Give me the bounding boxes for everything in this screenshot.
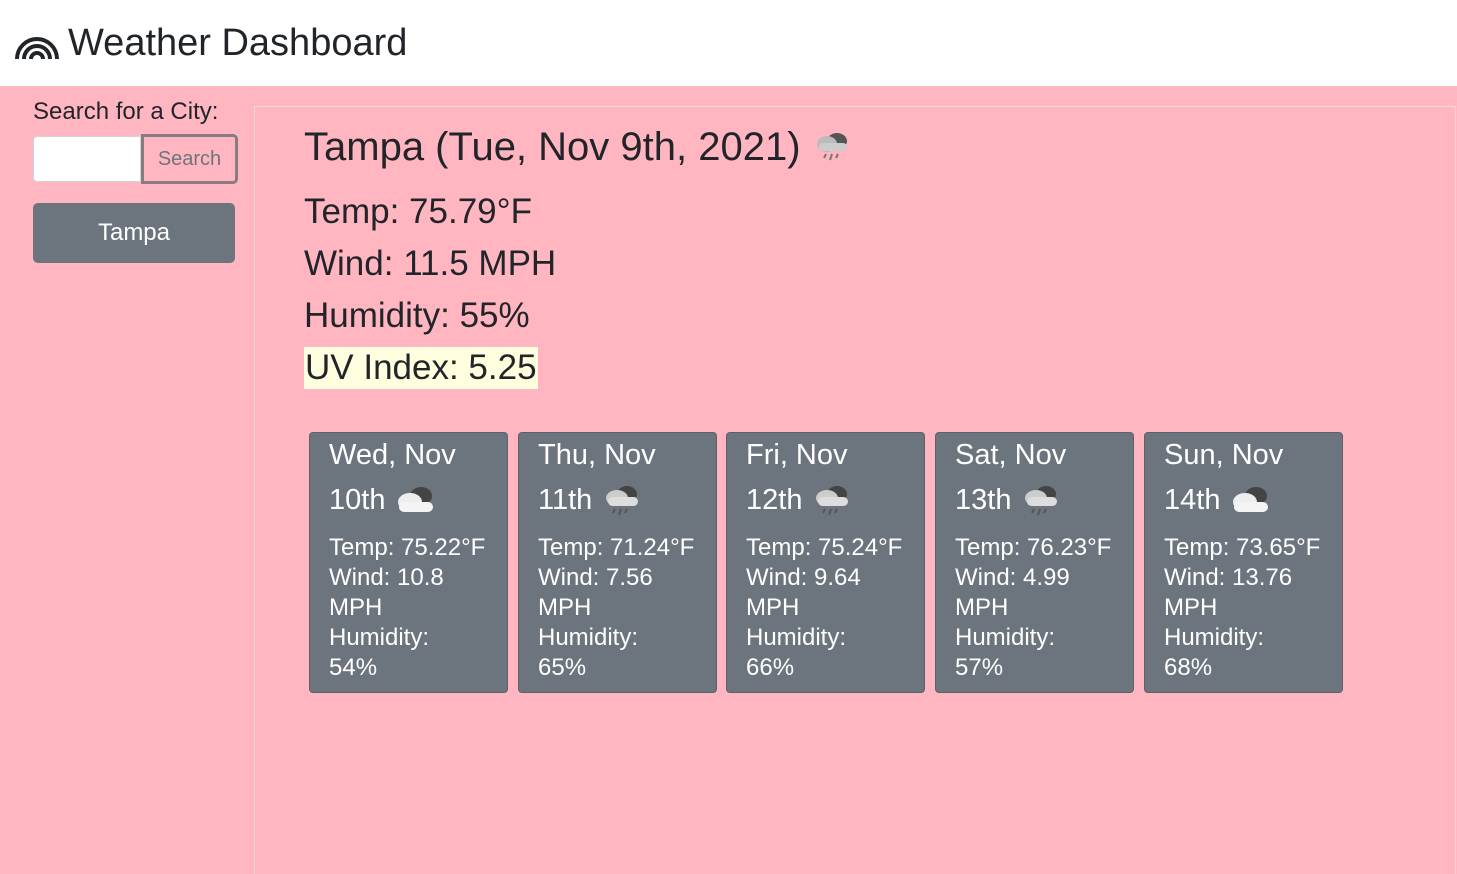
forecast-humidity: 65%: [538, 654, 587, 681]
forecast-humidity: 68%: [1164, 654, 1213, 681]
cloudy-icon: [398, 487, 434, 512]
forecast-day: Sun, Nov: [1164, 439, 1284, 471]
forecast-date-row: 10th: [329, 482, 439, 518]
forecast-humidity: 54%: [329, 654, 378, 681]
forecast-wind: Wind: 9.64: [746, 564, 861, 591]
forecast-date: 12th: [746, 484, 803, 516]
sidebar: Search for a City: Search Tampa: [0, 86, 255, 874]
current-uv-index: UV Index: 5.25: [304, 347, 538, 389]
forecast-card: Sat, Nov 13th Temp: 76.23°F Wind: 4.99 M…: [935, 432, 1134, 693]
forecast-temp: Temp: 75.22°F: [329, 534, 486, 561]
current-temp: Temp: 75.79°F: [304, 192, 532, 231]
forecast-date: 10th: [329, 484, 386, 516]
forecast-date: 13th: [955, 484, 1012, 516]
forecast-date-row: 11th: [538, 482, 646, 518]
forecast-wind-unit: MPH: [955, 594, 1009, 621]
rain-cloud-icon: [1025, 486, 1058, 516]
forecast-details: Temp: 75.24°F Wind: 9.64 MPH Humidity: 6…: [746, 533, 902, 683]
search-label: Search for a City:: [33, 98, 219, 125]
forecast-date: 11th: [538, 484, 593, 516]
forecast-date-row: 13th: [955, 482, 1065, 518]
forecast-temp: Temp: 73.65°F: [1164, 534, 1321, 561]
forecast-humidity: 66%: [746, 654, 795, 681]
forecast-details: Temp: 73.65°F Wind: 13.76 MPH Humidity: …: [1164, 533, 1320, 683]
forecast-date: 14th: [1164, 484, 1221, 516]
rain-cloud-icon: [816, 486, 849, 516]
history-button-tampa[interactable]: Tampa: [33, 203, 235, 263]
rain-cloud-icon: [816, 133, 847, 161]
search-input[interactable]: [33, 136, 141, 182]
forecast-wind-unit: MPH: [329, 594, 383, 621]
forecast-date-row: 14th: [1164, 482, 1274, 518]
forecast-card: Sun, Nov 14th Temp: 73.65°F Wind: 13.76 …: [1144, 432, 1343, 693]
forecast-humidity-label: Humidity:: [955, 624, 1056, 651]
forecast-temp: Temp: 75.24°F: [746, 534, 903, 561]
forecast-wind: Wind: 7.56: [538, 564, 653, 591]
forecast-day: Wed, Nov: [329, 439, 456, 471]
forecast-wind: Wind: 13.76: [1164, 564, 1293, 591]
forecast-temp: Temp: 71.24°F: [538, 534, 695, 561]
top-bar: Weather Dashboard: [0, 0, 1457, 86]
forecast-day: Thu, Nov: [538, 439, 656, 471]
cloudy-icon: [1233, 487, 1269, 512]
current-humidity: Humidity: 55%: [304, 296, 530, 335]
forecast-wind: Wind: 10.8: [329, 564, 444, 591]
forecast-day: Fri, Nov: [746, 439, 848, 471]
forecast-day: Sat, Nov: [955, 439, 1067, 471]
rain-cloud-icon: [606, 486, 639, 516]
forecast-temp: Temp: 76.23°F: [955, 534, 1112, 561]
weather-panel: Tampa (Tue, Nov 9th, 2021) Temp: 75.79°F…: [254, 106, 1456, 874]
search-button[interactable]: Search: [141, 134, 238, 184]
forecast-wind-unit: MPH: [746, 594, 800, 621]
forecast-humidity: 57%: [955, 654, 1004, 681]
forecast-card: Fri, Nov 12th Temp: 75.24°F Wind: 9.64 M…: [726, 432, 925, 693]
forecast-wind: Wind: 4.99: [955, 564, 1070, 591]
forecast-humidity-label: Humidity:: [538, 624, 639, 651]
forecast-details: Temp: 75.22°F Wind: 10.8 MPH Humidity: 5…: [329, 533, 485, 683]
forecast-date-row: 12th: [746, 482, 856, 518]
forecast-wind-unit: MPH: [1164, 594, 1218, 621]
forecast-details: Temp: 76.23°F Wind: 4.99 MPH Humidity: 5…: [955, 533, 1111, 683]
forecast-humidity-label: Humidity:: [1164, 624, 1265, 651]
forecast-humidity-label: Humidity:: [746, 624, 847, 651]
forecast-card: Wed, Nov 10th Temp: 75.22°F Wind: 10.8 M…: [309, 432, 508, 693]
current-city-heading: Tampa (Tue, Nov 9th, 2021): [304, 123, 853, 171]
forecast-wind-unit: MPH: [538, 594, 592, 621]
forecast-humidity-label: Humidity:: [329, 624, 430, 651]
forecast-details: Temp: 71.24°F Wind: 7.56 MPH Humidity: 6…: [538, 533, 694, 683]
forecast-card: Thu, Nov 11th Temp: 71.24°F Wind: 7.56 M…: [518, 432, 717, 693]
current-wind: Wind: 11.5 MPH: [304, 244, 557, 283]
current-city-title: Tampa (Tue, Nov 9th, 2021): [304, 125, 801, 169]
page-title: Weather Dashboard: [68, 22, 408, 64]
rainbow-icon: [15, 37, 59, 60]
